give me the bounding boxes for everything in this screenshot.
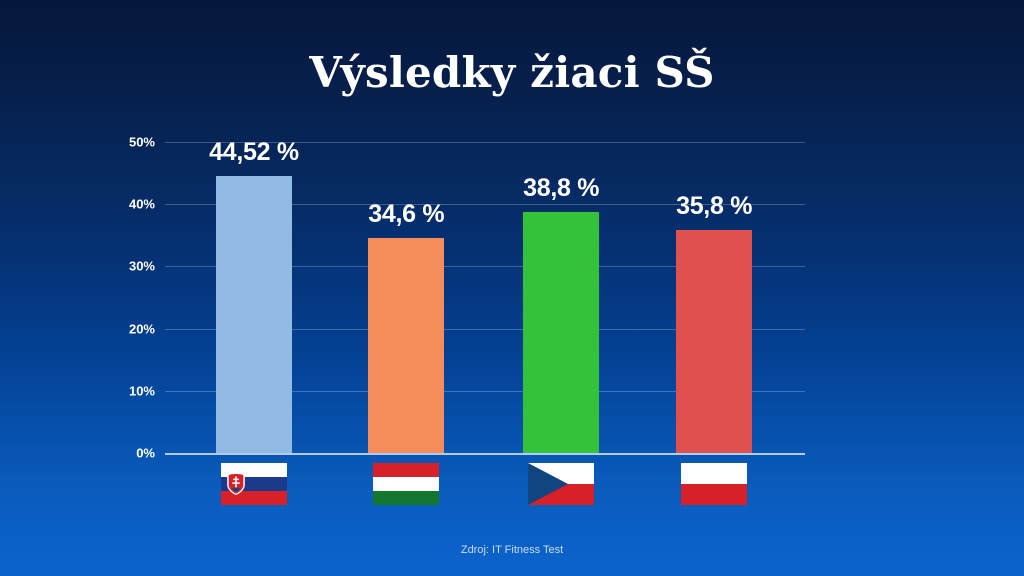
y-axis: 0% 10% 20% 30% 40% 50% (95, 135, 155, 461)
gridline-50 (165, 142, 805, 143)
plot-area: 44,52 % 34,6 % 38,8 % 35,8 % (165, 138, 805, 455)
page-title: Výsledky žiaci SŠ (309, 48, 715, 97)
bar-madarsko[interactable] (368, 237, 445, 453)
y-tick-label-0: 0% (136, 445, 155, 461)
y-tick-label-30: 30% (128, 258, 155, 274)
gridline-40 (165, 204, 805, 206)
y-tick-label-20: 20% (128, 321, 155, 337)
bar-value-label-madarsko: 34,6 % (368, 199, 445, 228)
bar-slovensko[interactable] (215, 176, 292, 453)
gridline-20 (165, 328, 805, 330)
bar-value-label-cesko: 38,8 % (523, 173, 600, 202)
x-axis-baseline (165, 453, 805, 455)
flag-hu-icon (373, 463, 439, 505)
y-tick-label-10: 10% (128, 383, 155, 399)
gridline-30 (165, 266, 805, 268)
gridline-10 (165, 390, 805, 392)
bar-polsko[interactable] (676, 230, 753, 453)
y-tick-label-50: 50% (128, 134, 155, 150)
source-note: Zdroj: IT Fitness Test (460, 544, 564, 556)
slovakia-coat-of-arms-icon (226, 472, 245, 496)
flag-cz-icon (528, 463, 594, 505)
flag-sk-icon (221, 463, 287, 505)
bar-value-label-polsko: 35,8 % (676, 192, 753, 221)
bar-value-label-slovensko: 44,52 % (209, 138, 299, 167)
bar-cesko[interactable] (523, 211, 600, 453)
flag-pl-icon (681, 463, 747, 505)
y-tick-label-40: 40% (128, 196, 155, 212)
